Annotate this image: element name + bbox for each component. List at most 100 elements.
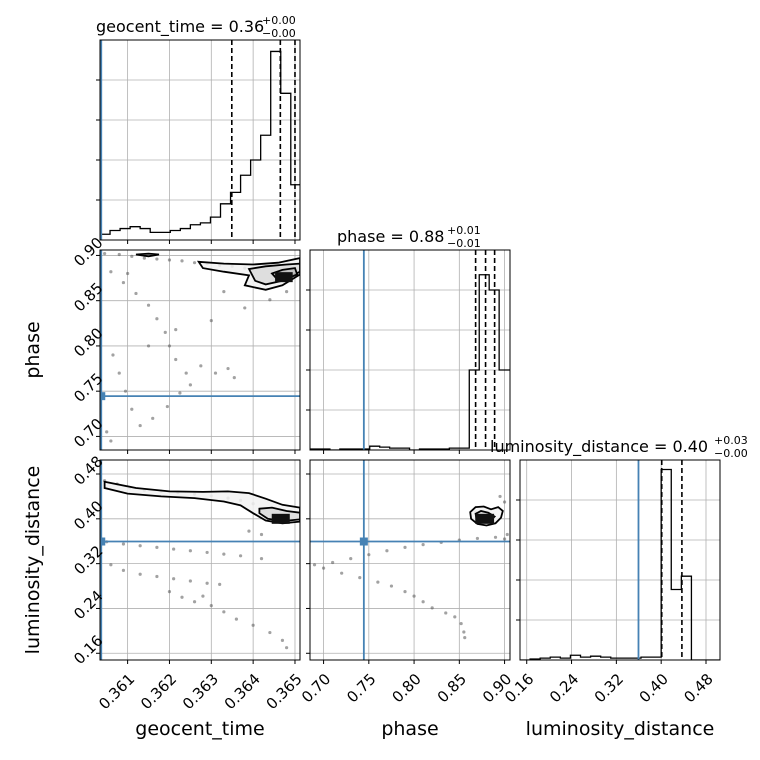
- sample-point: [155, 545, 159, 549]
- sample-point: [268, 630, 272, 635]
- panel-luminosity_distance-phase: 0.70 0.75 0.80 0.85 0.90: [298, 459, 515, 706]
- sample-point: [209, 318, 213, 323]
- sample-point: [130, 254, 134, 258]
- xtick-label-geocent_time: 0.364: [221, 670, 264, 713]
- panel-geocent_time-geocent_time: [96, 39, 301, 244]
- sample-point: [184, 371, 188, 375]
- sample-point: [151, 416, 155, 420]
- xtick-label-phase: 0.80: [388, 670, 424, 706]
- panel-phase-geocent_time: 0.700.750.800.850.90: [70, 234, 301, 454]
- sample-point: [146, 303, 151, 307]
- sample-point: [155, 574, 159, 579]
- sample-point: [178, 391, 182, 395]
- xlabel-phase: phase: [381, 718, 438, 740]
- sample-point: [167, 590, 172, 594]
- panel-frame: [99, 249, 301, 451]
- sample-point: [331, 560, 335, 565]
- sample-point: [385, 549, 389, 553]
- panels: 0.700.750.800.850.900.3610.3620.3630.364…: [70, 39, 721, 713]
- sample-point: [209, 604, 213, 608]
- sample-point: [312, 563, 317, 567]
- sample-point: [502, 537, 507, 541]
- title-luminosity-distance-main: luminosity_distance = 0.40: [490, 437, 708, 457]
- contour-level: [135, 252, 160, 258]
- sample-point: [475, 536, 480, 541]
- sample-point: [285, 646, 289, 650]
- sample-point: [192, 261, 197, 265]
- title-phase-upper: +0.01: [447, 224, 481, 237]
- sample-point: [498, 494, 502, 499]
- sample-point: [444, 611, 448, 615]
- sample-point: [134, 291, 138, 296]
- sample-point: [222, 552, 226, 556]
- sample-point: [180, 259, 184, 263]
- sample-point: [167, 258, 172, 262]
- sample-point: [321, 566, 326, 570]
- sample-point: [138, 572, 142, 576]
- sample-point: [505, 532, 509, 537]
- sample-point: [389, 584, 394, 588]
- sample-point: [121, 280, 126, 285]
- panel-content: [310, 250, 510, 450]
- sample-point: [167, 344, 172, 348]
- sample-point: [247, 529, 251, 533]
- sample-point: [174, 328, 178, 332]
- truth-marker: [100, 392, 106, 401]
- density-peak: [275, 272, 293, 283]
- xlabel-luminosity-distance: luminosity_distance: [526, 718, 715, 740]
- sample-point: [232, 376, 236, 380]
- sample-point: [138, 544, 142, 548]
- sample-point: [453, 615, 457, 619]
- sample-point: [172, 547, 176, 551]
- sample-point: [251, 623, 255, 627]
- xtick-label-luminosity_distance: 0.40: [636, 670, 672, 706]
- sample-point: [367, 553, 371, 557]
- panel-luminosity_distance-luminosity_distance: 0.16 0.24 0.32 0.40 0.48: [501, 459, 721, 706]
- panel-content: [100, 40, 300, 240]
- sample-point: [121, 542, 126, 546]
- sample-point: [340, 571, 344, 575]
- sample-point: [165, 404, 169, 409]
- sample-point: [103, 252, 107, 256]
- title-geocent-time-main: geocent_time = 0.36: [96, 17, 264, 37]
- sample-point: [222, 610, 226, 614]
- sample-point: [155, 257, 159, 261]
- contour-level: [103, 480, 300, 525]
- panel-content: [100, 460, 300, 660]
- sample-point: [117, 252, 121, 257]
- sample-point: [146, 344, 151, 348]
- sample-point: [142, 256, 146, 260]
- histogram-phase: [310, 274, 510, 450]
- sample-point: [138, 423, 142, 428]
- xlabel-geocent-time: geocent_time: [135, 718, 264, 740]
- truth-marker: [359, 537, 368, 546]
- sample-point: [502, 500, 507, 504]
- sample-point: [163, 330, 167, 334]
- sample-point: [121, 568, 126, 572]
- sample-point: [180, 595, 184, 599]
- sample-point: [459, 621, 463, 626]
- panel-frame: [309, 459, 511, 661]
- panel-frame: [99, 459, 301, 661]
- sample-point: [130, 407, 134, 411]
- histogram-geocent_time: [100, 50, 300, 240]
- histogram-luminosity_distance: [520, 468, 720, 660]
- sample-point: [268, 298, 272, 302]
- xtick-label-luminosity_distance: 0.24: [546, 670, 582, 706]
- sample-point: [285, 290, 289, 294]
- title-geocent-time: geocent_time = 0.36 +0.00 −0.00: [96, 14, 296, 40]
- sample-point: [222, 290, 226, 294]
- panel-content: [310, 460, 510, 660]
- sample-point: [126, 271, 130, 276]
- xtick-label-luminosity_distance: 0.32: [591, 670, 627, 706]
- title-phase: phase = 0.88 +0.01 −0.01: [337, 224, 481, 250]
- panel-frame: [99, 39, 301, 241]
- title-luminosity-distance-lower: −0.00: [714, 447, 748, 460]
- density-peak: [475, 513, 495, 524]
- xtick-label-phase: 0.70: [298, 670, 334, 706]
- sample-point: [349, 556, 353, 561]
- sample-point: [111, 353, 115, 357]
- ylabel-luminosity-distance: luminosity_distance: [22, 466, 44, 655]
- title-phase-main: phase = 0.88: [337, 227, 444, 246]
